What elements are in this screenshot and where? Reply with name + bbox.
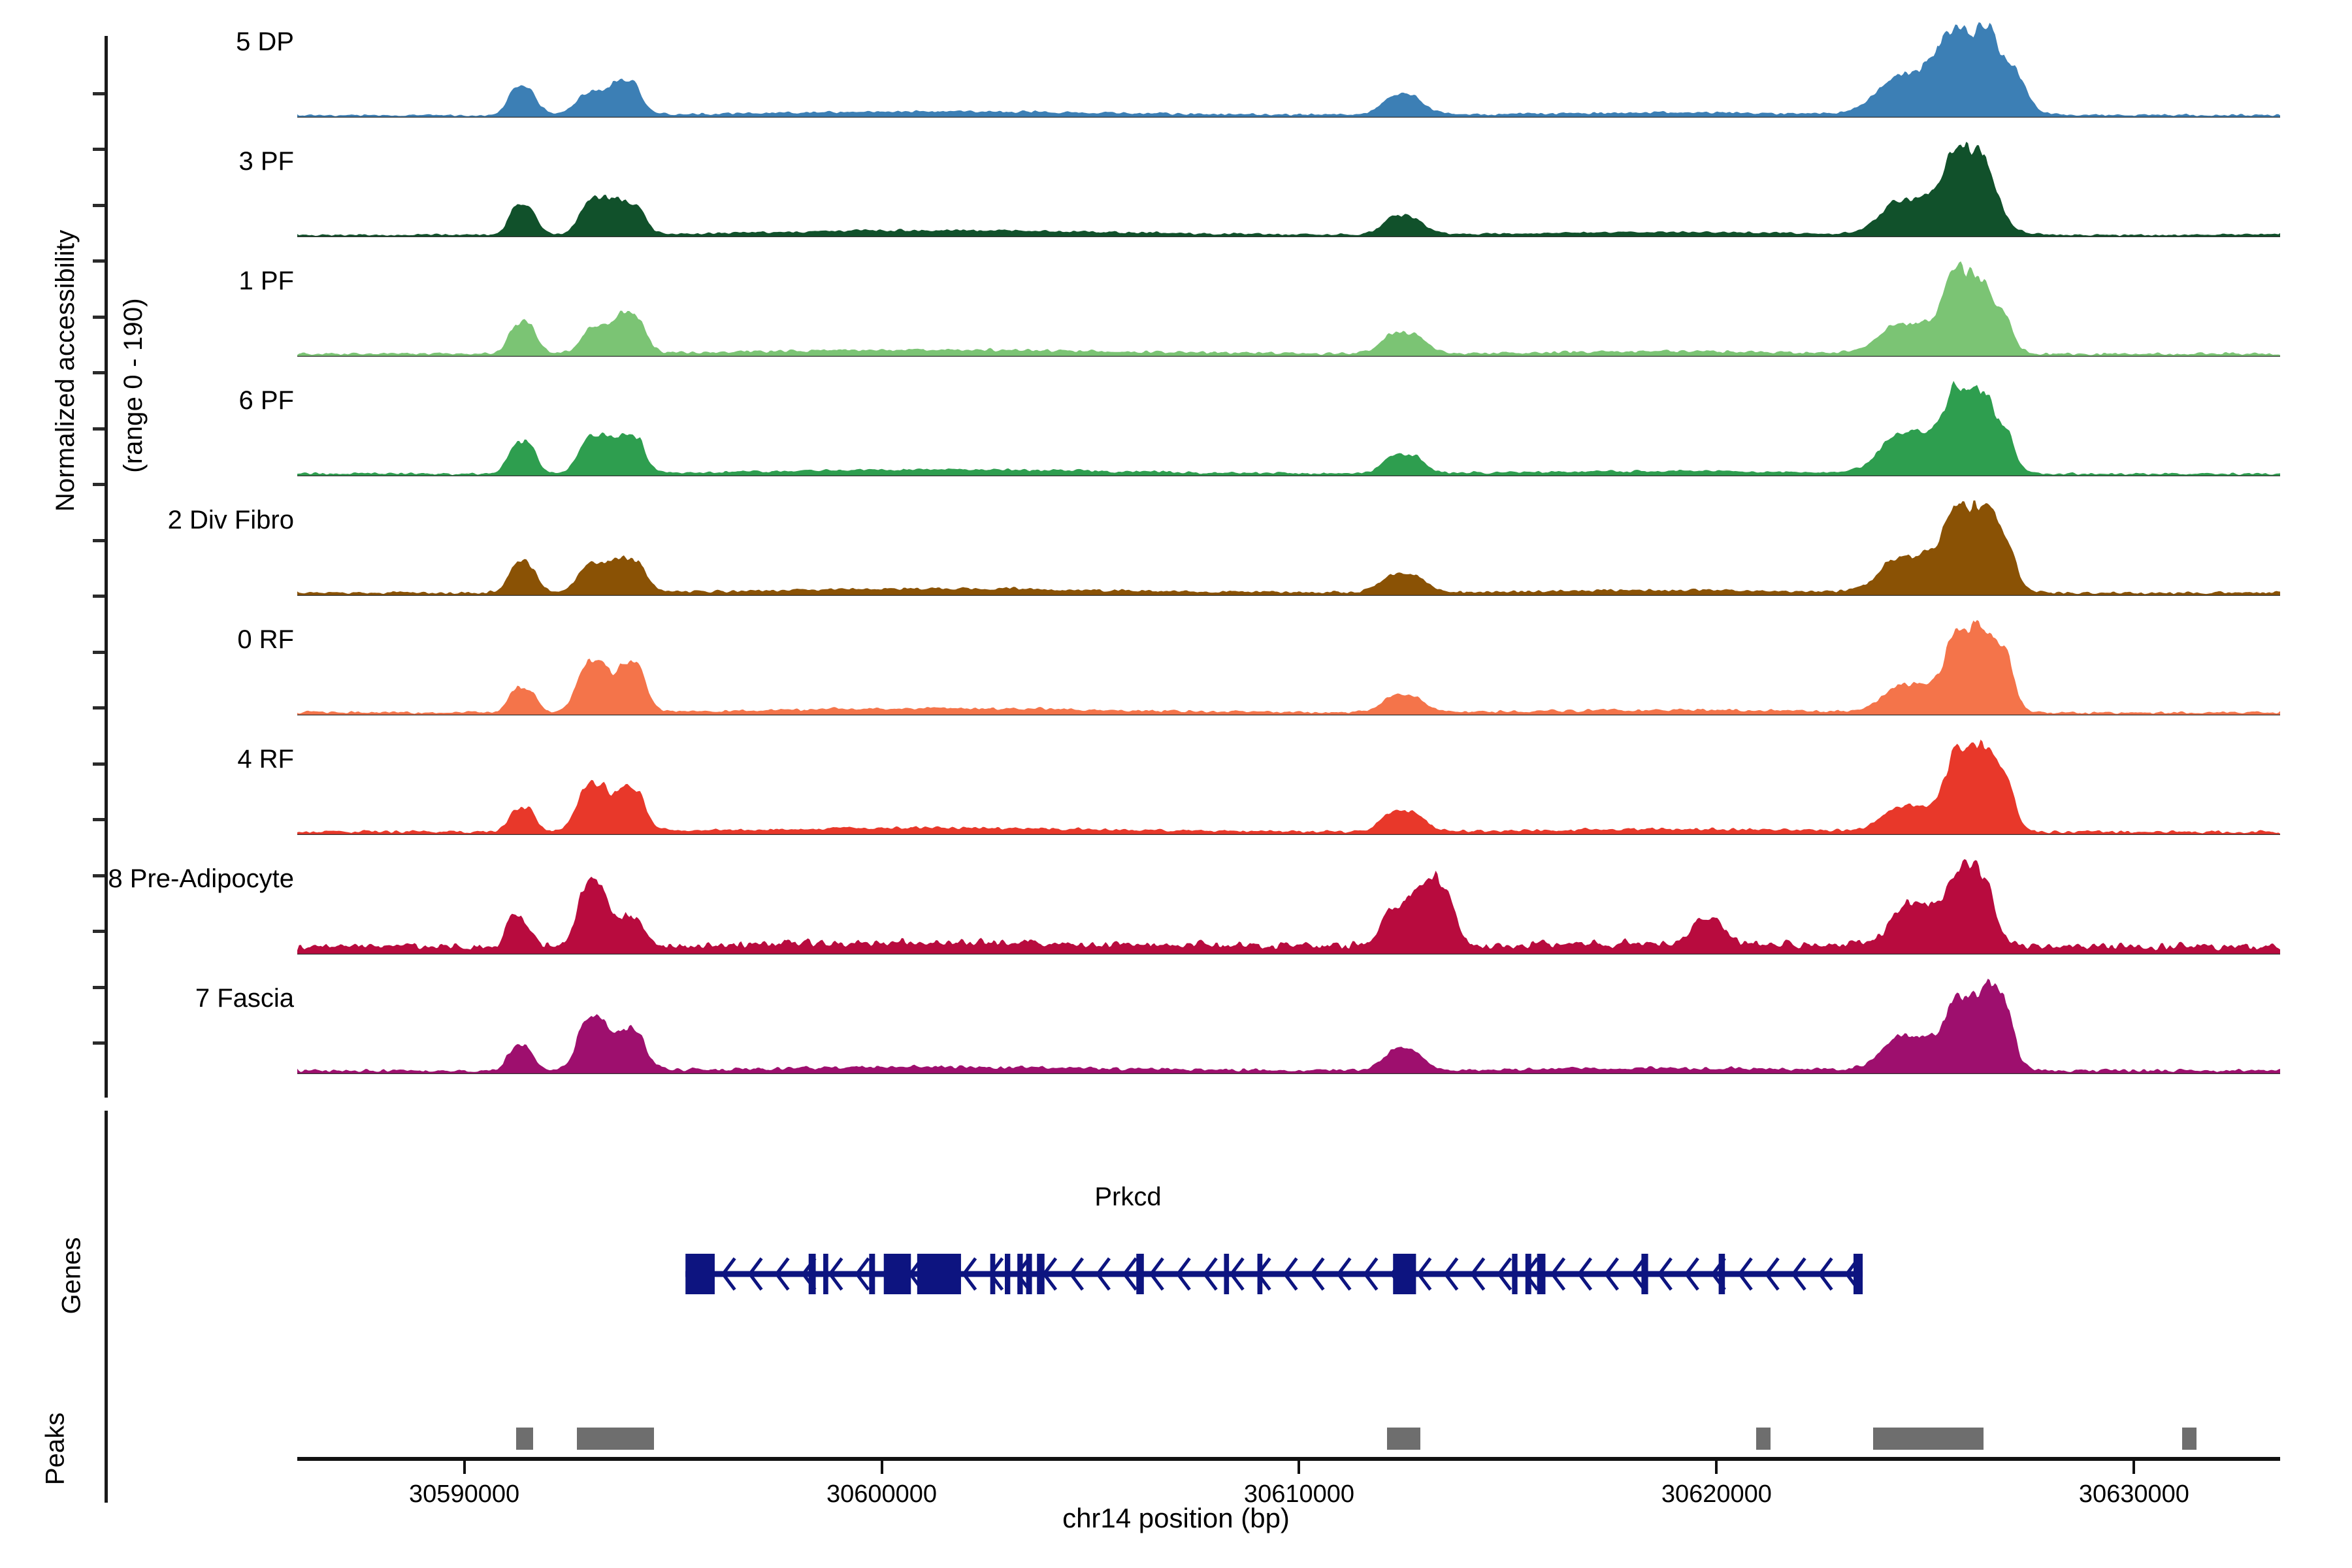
track-label-6-pf: 6 PF <box>238 386 294 415</box>
axis-tick <box>93 148 105 152</box>
x-axis-tick-label: 30620000 <box>1661 1480 1772 1508</box>
axis-tick <box>93 371 105 375</box>
genes-section-label: Genes <box>57 1237 86 1315</box>
x-axis-tick-label: 30610000 <box>1243 1480 1355 1508</box>
track-label-1-pf: 1 PF <box>238 267 294 295</box>
track-label-wrapper: 2 Div Fibro <box>0 506 294 535</box>
track-label-7-fascia: 7 Fascia <box>195 984 294 1013</box>
x-axis-tick <box>1715 1461 1718 1474</box>
peak-region-3 <box>1756 1428 1771 1450</box>
track-label-5-dp: 5 DP <box>236 27 294 56</box>
axis-tick <box>93 427 105 431</box>
track-label-4-rf: 4 RF <box>237 745 294 774</box>
signal-tracks: 5 DP 3 PF 1 PF 6 PF 2 Div Fibro 0 RF 4 RF 8 Pre… <box>0 20 2280 1074</box>
track-label-wrapper: 1 PF <box>0 267 294 296</box>
track-label-8-pre-adipocyte: 8 Pre-Adipocyte <box>108 864 294 893</box>
axis-tick <box>93 315 105 319</box>
signal-track-0-rf <box>297 617 2280 715</box>
axis-tick <box>93 930 105 934</box>
x-axis-tick <box>2132 1461 2136 1474</box>
axis-tick <box>93 985 105 989</box>
signal-track-1-pf <box>297 259 2280 357</box>
x-axis-title: chr14 position (bp) <box>1062 1503 1290 1533</box>
signal-track-8-pre-adipocyte <box>297 857 2280 955</box>
axis-tick <box>93 595 105 598</box>
track-label-wrapper: 3 PF <box>0 147 294 176</box>
axis-tick <box>93 483 105 487</box>
track-label-wrapper: 4 RF <box>0 745 294 774</box>
track-label-wrapper: 0 RF <box>0 625 294 655</box>
signal-track-5-dp <box>297 20 2280 118</box>
signal-track-7-fascia <box>297 976 2280 1074</box>
signal-track-4-rf <box>297 737 2280 835</box>
track-label-wrapper: 8 Pre-Adipocyte <box>0 864 294 894</box>
axis-tick <box>93 1041 105 1045</box>
axis-tick <box>93 874 105 877</box>
x-axis-tick <box>880 1461 883 1474</box>
axis-tick <box>93 259 105 263</box>
signal-track-3-pf <box>297 139 2280 237</box>
peak-region-5 <box>2181 1428 2197 1450</box>
axis-tick <box>93 650 105 654</box>
peaks-axis-spine <box>105 1365 108 1503</box>
track-label-wrapper: 7 Fascia <box>0 984 294 1013</box>
axis-tick <box>93 91 105 95</box>
x-axis-tick-label: 30590000 <box>409 1480 520 1508</box>
peaks-track <box>297 1365 2280 1503</box>
genes-axis-spine <box>105 1111 108 1450</box>
x-axis-tick <box>1298 1461 1301 1474</box>
x-axis-tick-label: 30630000 <box>2078 1480 2189 1508</box>
gene-track: Prkcd <box>297 1111 2280 1385</box>
peak-region-1 <box>577 1428 655 1450</box>
axis-tick <box>93 203 105 207</box>
axis-tick <box>93 706 105 710</box>
x-axis-tick <box>463 1461 466 1474</box>
signal-track-6-pf <box>297 378 2280 476</box>
gene-name-label: Prkcd <box>1094 1183 1162 1211</box>
signal-track-2-div-fibro <box>297 498 2280 596</box>
track-label-wrapper: 6 PF <box>0 386 294 416</box>
axis-tick <box>93 762 105 766</box>
accessibility-axis-spine <box>105 36 108 1098</box>
track-label-wrapper: 5 DP <box>0 27 294 57</box>
track-label-3-pf: 3 PF <box>238 147 294 176</box>
axis-tick <box>93 538 105 542</box>
track-label-2-div-fibro: 2 Div Fibro <box>167 506 294 534</box>
axis-tick <box>93 818 105 822</box>
gene-model <box>297 1111 2280 1388</box>
x-axis-tick-label: 30600000 <box>826 1480 938 1508</box>
x-axis-line <box>297 1457 2280 1461</box>
track-label-0-rf: 0 RF <box>237 625 294 654</box>
peak-region-2 <box>1386 1428 1420 1450</box>
peak-region-4 <box>1873 1428 1984 1450</box>
peak-region-0 <box>516 1428 533 1450</box>
